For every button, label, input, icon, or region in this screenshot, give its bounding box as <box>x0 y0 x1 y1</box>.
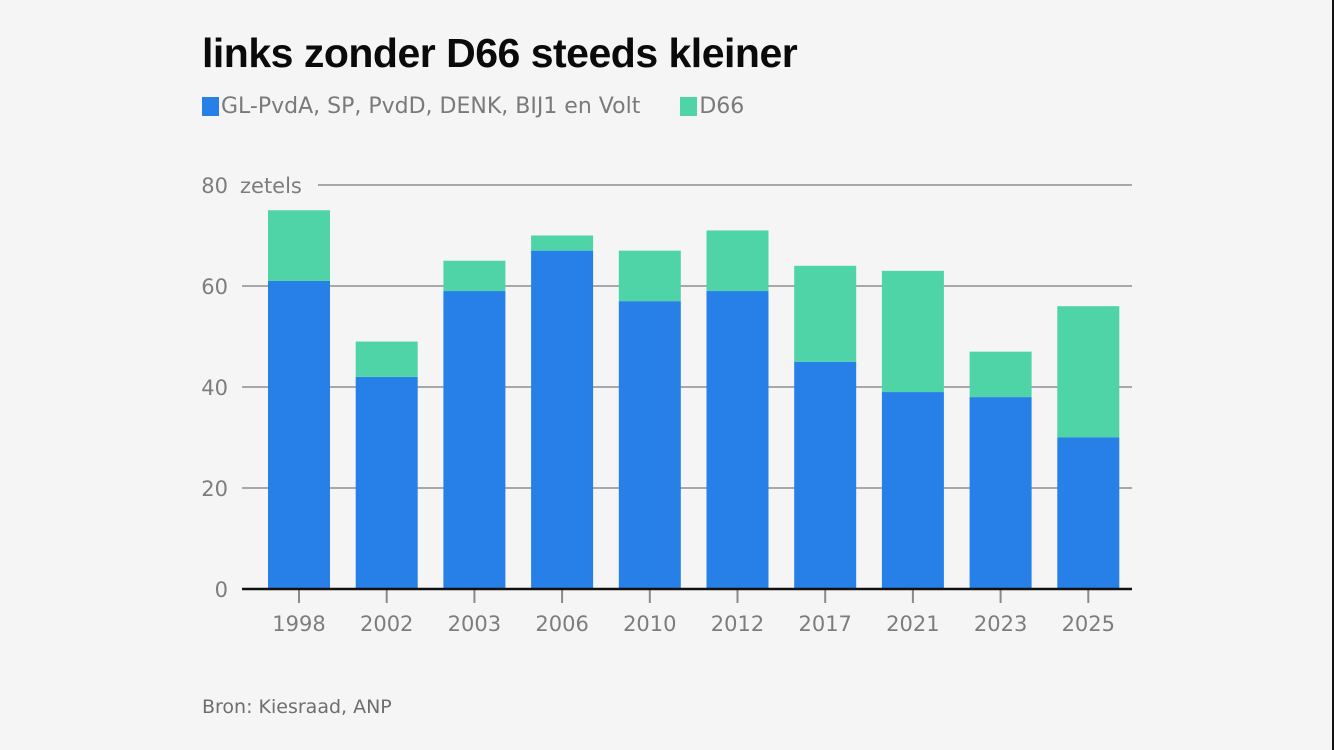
bar-2017-d66 <box>794 265 857 362</box>
source-note: Bron: Kiesraad, ANP <box>202 696 392 718</box>
y-tick-label-80: 80 <box>201 174 228 198</box>
legend-label-d66: D66 <box>699 94 745 119</box>
bar-2006-d66 <box>531 235 594 251</box>
bar-2012-left-parties <box>706 291 769 589</box>
bar-1998-d66 <box>268 210 330 281</box>
bar-2025-d66 <box>1057 306 1120 438</box>
bar-2012-d66 <box>706 230 769 292</box>
legend-item-d66: D66 <box>680 94 744 119</box>
bar-2010-d66 <box>618 250 681 302</box>
legend-item-left-parties: GL-PvdA, SP, PvdD, DENK, BIJ1 en Volt <box>202 94 640 119</box>
bar-2010-left-parties <box>618 301 681 589</box>
y-tick-label-20: 20 <box>201 477 228 501</box>
x-tick-label-2017: 2017 <box>798 612 851 636</box>
bar-2023-d66 <box>969 351 1032 398</box>
y-tick-label-40: 40 <box>201 376 228 400</box>
x-tick-label-2003: 2003 <box>448 612 501 636</box>
image-edge <box>1332 0 1334 750</box>
x-tick-label-2012: 2012 <box>711 612 764 636</box>
bar-1998-left-parties <box>268 280 330 589</box>
x-tick-label-2002: 2002 <box>360 612 413 636</box>
x-tick-label-2010: 2010 <box>623 612 676 636</box>
bar-2021-d66 <box>881 270 944 393</box>
legend-label-left-parties: GL-PvdA, SP, PvdD, DENK, BIJ1 en Volt <box>221 94 641 119</box>
bar-2003-left-parties <box>443 291 506 589</box>
bar-2003-d66 <box>443 260 506 292</box>
y-axis-unit-label: zetels <box>240 174 302 198</box>
bar-2025-left-parties <box>1057 437 1120 589</box>
x-tick-label-2023: 2023 <box>974 612 1027 636</box>
bar-2006-left-parties <box>531 250 594 589</box>
bar-2002-d66 <box>355 341 418 377</box>
legend: GL-PvdA, SP, PvdD, DENK, BIJ1 en Volt D6… <box>202 94 784 119</box>
legend-swatch-left-parties <box>202 97 219 116</box>
y-tick-label-60: 60 <box>201 275 228 299</box>
x-tick-label-2025: 2025 <box>1062 612 1115 636</box>
legend-swatch-d66 <box>680 97 698 116</box>
x-tick-label-2021: 2021 <box>886 612 939 636</box>
x-tick-label-2006: 2006 <box>535 612 588 636</box>
y-tick-label-0: 0 <box>215 578 228 602</box>
bar-2002-left-parties <box>355 376 418 589</box>
x-tick-label-1998: 1998 <box>272 612 325 636</box>
bar-2023-left-parties <box>969 397 1032 589</box>
bar-2021-left-parties <box>881 392 944 589</box>
chart-title: links zonder D66 steeds kleiner <box>202 30 798 76</box>
bar-2017-left-parties <box>794 361 857 589</box>
